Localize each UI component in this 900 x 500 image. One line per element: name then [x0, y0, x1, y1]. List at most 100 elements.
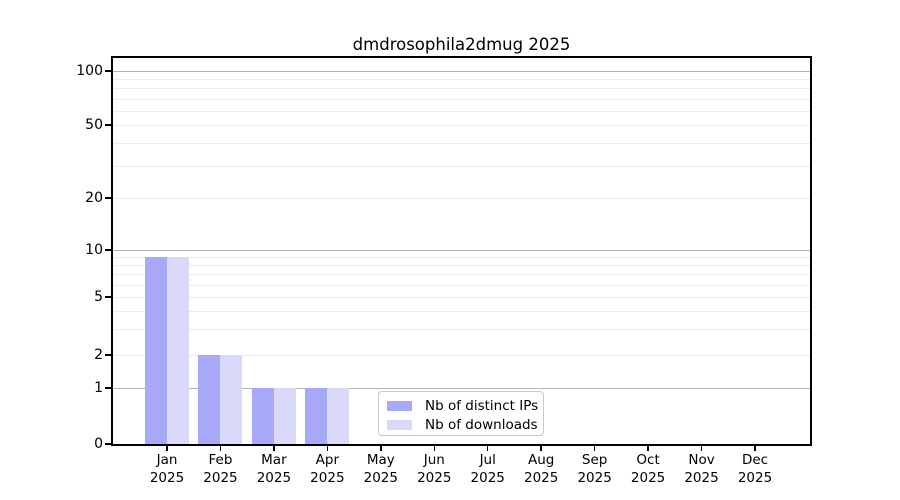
y-tick-100: [105, 70, 111, 72]
x-tick-nov-2025: [700, 446, 703, 451]
y-gridline-minor-90: [113, 79, 810, 81]
y-tick-label-100: 100: [76, 63, 103, 79]
y-tick-label-1: 1: [94, 380, 103, 396]
y-tick-label-0: 0: [94, 436, 103, 452]
x-tick-year: 2025: [630, 469, 666, 486]
y-gridline-minor-70: [113, 98, 810, 100]
x-tick-month: Apr: [315, 452, 340, 468]
x-tick-label-feb-2025: Feb 2025: [188, 452, 252, 487]
y-tick-50: [105, 124, 111, 126]
x-tick-jan-2025: [166, 446, 168, 451]
legend-row-nb-of-distinct-ips: Nb of distinct IPs: [379, 397, 543, 415]
bar-nb-of-distinct-ips-mar-2025: [251, 388, 274, 444]
y-gridline-minor-6: [113, 284, 810, 286]
legend-label-nb-of-downloads: Nb of downloads: [425, 417, 538, 433]
gridlines-layer: [113, 58, 810, 444]
legend: Nb of distinct IPs Nb of downloads: [378, 391, 544, 436]
y-tick-label-10: 10: [85, 242, 103, 258]
x-tick-label-jul-2025: Jul 2025: [456, 452, 520, 487]
plot-area: [113, 58, 810, 444]
x-tick-year: 2025: [417, 469, 452, 486]
y-gridline-minor-9: [113, 257, 810, 259]
y-tick-1: [105, 387, 111, 389]
y-tick-0: [105, 443, 111, 445]
x-tick-feb-2025: [219, 446, 222, 451]
y-gridline-minor-3: [113, 329, 810, 331]
y-gridline-minor-60: [113, 110, 810, 112]
y-gridline-minor-8: [113, 265, 810, 267]
x-tick-label-jan-2025: Jan 2025: [135, 452, 199, 487]
x-tick-month: Jun: [423, 452, 445, 468]
x-tick-month: Aug: [527, 452, 555, 468]
x-tick-month: Sep: [581, 452, 608, 468]
x-tick-month: Mar: [261, 452, 287, 468]
bar-nb-of-distinct-ips-apr-2025: [305, 388, 328, 444]
legend-row-nb-of-downloads: Nb of downloads: [379, 416, 543, 434]
y-gridline-minor-2: [113, 355, 810, 356]
legend-swatch-nb-of-downloads: [387, 420, 412, 430]
x-tick-apr-2025: [326, 446, 329, 451]
x-tick-may-2025: [380, 446, 382, 451]
x-tick-label-jun-2025: Jun 2025: [402, 452, 466, 487]
y-gridline-major-10: [113, 249, 810, 251]
x-tick-label-mar-2025: Mar 2025: [242, 452, 306, 487]
x-tick-month: Feb: [208, 452, 233, 468]
bar-nb-of-distinct-ips-feb-2025: [198, 355, 221, 444]
y-gridline-minor-30: [113, 165, 810, 167]
x-tick-aug-2025: [540, 446, 542, 451]
x-tick-year: 2025: [737, 469, 773, 486]
x-tick-label-apr-2025: Apr 2025: [295, 452, 359, 487]
x-tick-year: 2025: [577, 469, 612, 486]
x-tick-label-may-2025: May 2025: [349, 452, 413, 487]
x-tick-month: Nov: [688, 452, 715, 468]
bar-nb-of-distinct-ips-jan-2025: [145, 257, 167, 444]
x-tick-jul-2025: [486, 446, 489, 451]
x-tick-sep-2025: [593, 446, 596, 451]
y-gridline-major-1: [113, 387, 810, 389]
x-tick-month: Jul: [479, 452, 496, 468]
x-tick-month: Oct: [636, 452, 660, 468]
y-tick-5: [105, 296, 111, 298]
x-tick-year: 2025: [203, 469, 238, 486]
legend-swatch-nb-of-distinct-ips: [387, 401, 412, 411]
x-tick-label-dec-2025: Dec 2025: [723, 452, 787, 487]
x-tick-label-aug-2025: Aug 2025: [509, 452, 573, 487]
bar-nb-of-downloads-jan-2025: [167, 257, 189, 444]
x-tick-year: 2025: [470, 469, 505, 486]
y-gridline-minor-5: [113, 297, 810, 298]
x-tick-month: Dec: [741, 452, 769, 468]
y-tick-2: [105, 354, 111, 356]
x-tick-oct-2025: [647, 446, 649, 451]
x-tick-month: Jan: [156, 452, 178, 468]
y-gridline-major-100: [113, 70, 810, 72]
x-tick-label-nov-2025: Nov 2025: [670, 452, 734, 487]
x-tick-year: 2025: [310, 469, 345, 486]
x-tick-year: 2025: [684, 469, 719, 486]
y-gridline-minor-4: [113, 311, 810, 313]
y-tick-label-2: 2: [94, 347, 103, 363]
y-tick-20: [105, 197, 111, 199]
y-tick-label-50: 50: [85, 117, 103, 133]
x-tick-year: 2025: [256, 469, 292, 486]
x-tick-label-oct-2025: Oct 2025: [616, 452, 680, 487]
y-gridline-minor-40: [113, 142, 810, 144]
y-tick-label-5: 5: [94, 289, 103, 305]
x-tick-year: 2025: [523, 469, 559, 486]
y-gridline-minor-7: [113, 274, 810, 276]
bars-layer: [113, 58, 810, 444]
bar-nb-of-downloads-mar-2025: [273, 388, 296, 444]
x-tick-year: 2025: [363, 469, 398, 486]
x-tick-jun-2025: [433, 446, 436, 451]
x-tick-dec-2025: [754, 446, 756, 451]
x-tick-year: 2025: [149, 469, 185, 486]
bar-nb-of-downloads-feb-2025: [220, 355, 243, 444]
bar-nb-of-downloads-apr-2025: [327, 388, 350, 444]
y-gridline-minor-80: [113, 88, 810, 90]
y-tick-label-20: 20: [85, 190, 103, 206]
y-gridline-minor-50: [113, 125, 810, 126]
x-tick-month: May: [366, 452, 395, 468]
legend-label-nb-of-distinct-ips: Nb of distinct IPs: [425, 398, 539, 414]
y-gridline-minor-20: [113, 198, 810, 199]
x-tick-label-sep-2025: Sep 2025: [563, 452, 627, 487]
x-tick-mar-2025: [273, 446, 275, 451]
